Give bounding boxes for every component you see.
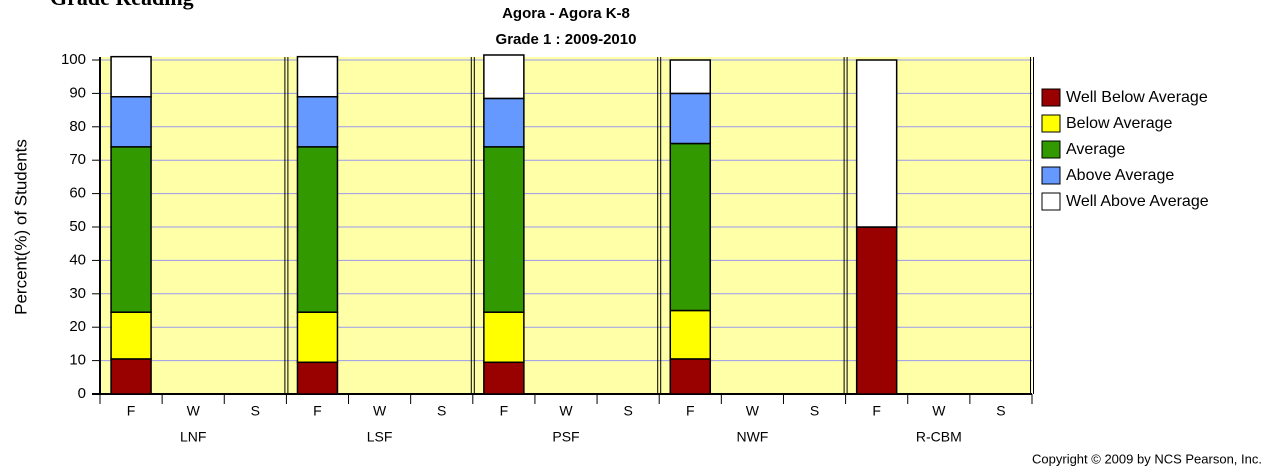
bar-segment bbox=[110, 55, 152, 98]
legend-label: Well Below Average bbox=[1066, 89, 1208, 106]
legend-swatch bbox=[1041, 192, 1061, 211]
chart-title: Agora - Agora K-8 bbox=[502, 5, 630, 22]
bar-segment bbox=[855, 226, 898, 395]
legend-swatch bbox=[1041, 140, 1061, 159]
legend-label: Below Average bbox=[1066, 115, 1173, 132]
x-tick-label: W bbox=[187, 403, 201, 419]
x-tick-label: W bbox=[746, 403, 760, 419]
bar-segment bbox=[296, 311, 339, 364]
x-tick-label: W bbox=[559, 403, 573, 419]
y-tick-label: 10 bbox=[69, 352, 86, 369]
chart-subtitle: Grade 1 : 2009-2010 bbox=[496, 31, 637, 48]
group-label: PSF bbox=[552, 429, 579, 445]
bar-segment bbox=[855, 59, 898, 228]
bar-segment bbox=[483, 311, 525, 364]
x-tick-label: S bbox=[996, 403, 1005, 419]
bar-segment bbox=[669, 358, 712, 395]
y-tick-label: 50 bbox=[69, 218, 86, 235]
bar-segment bbox=[669, 92, 712, 145]
y-axis-label: Percent(%) of Students bbox=[11, 139, 30, 315]
x-tick-label: S bbox=[437, 403, 446, 419]
y-tick-label: 100 bbox=[61, 51, 86, 68]
bar-segment bbox=[110, 358, 152, 395]
x-tick-label: F bbox=[872, 403, 881, 419]
bar-segment bbox=[483, 361, 525, 395]
x-tick-label: F bbox=[127, 403, 136, 419]
bar-segment bbox=[296, 55, 339, 98]
x-tick-label: F bbox=[500, 403, 509, 419]
x-tick-label: F bbox=[686, 403, 695, 419]
group-label: LSF bbox=[367, 429, 393, 445]
y-tick-label: 80 bbox=[69, 118, 86, 135]
page-title: Grade Reading bbox=[50, 0, 194, 10]
legend-swatch bbox=[1041, 114, 1061, 133]
y-tick-label: 0 bbox=[78, 385, 86, 402]
y-tick-label: 70 bbox=[69, 151, 86, 168]
y-tick-label: 90 bbox=[69, 84, 86, 101]
bar-segment bbox=[296, 361, 339, 395]
legend-label: Above Average bbox=[1066, 167, 1174, 184]
bar-segment bbox=[296, 95, 339, 148]
x-tick-label: W bbox=[932, 403, 946, 419]
legend-swatch bbox=[1041, 166, 1061, 185]
y-tick-label: 30 bbox=[69, 285, 86, 302]
bar-segment bbox=[483, 54, 525, 100]
copyright: Copyright © 2009 by NCS Pearson, Inc. bbox=[1032, 451, 1262, 466]
bar-segment bbox=[296, 146, 339, 313]
legend-label: Well Above Average bbox=[1066, 193, 1209, 210]
group-label: NWF bbox=[736, 429, 768, 445]
x-tick-label: W bbox=[373, 403, 387, 419]
bar-segment bbox=[669, 142, 712, 312]
legend-swatch bbox=[1041, 88, 1061, 107]
x-tick-label: S bbox=[251, 403, 260, 419]
legend-label: Average bbox=[1066, 141, 1125, 158]
bar-segment bbox=[669, 59, 712, 95]
group-label: LNF bbox=[180, 429, 206, 445]
y-tick-label: 60 bbox=[69, 185, 86, 202]
y-tick-label: 20 bbox=[69, 318, 86, 335]
group-label: R-CBM bbox=[916, 429, 962, 445]
bar-segment bbox=[483, 146, 525, 313]
y-tick-label: 40 bbox=[69, 251, 86, 268]
bar-segment bbox=[669, 309, 712, 360]
x-tick-label: F bbox=[313, 403, 322, 419]
x-tick-label: S bbox=[623, 403, 632, 419]
bar-segment bbox=[110, 311, 152, 360]
bar-segment bbox=[483, 97, 525, 148]
x-tick-label: S bbox=[810, 403, 819, 419]
bar-segment bbox=[110, 146, 152, 313]
bar-segment bbox=[110, 95, 152, 148]
